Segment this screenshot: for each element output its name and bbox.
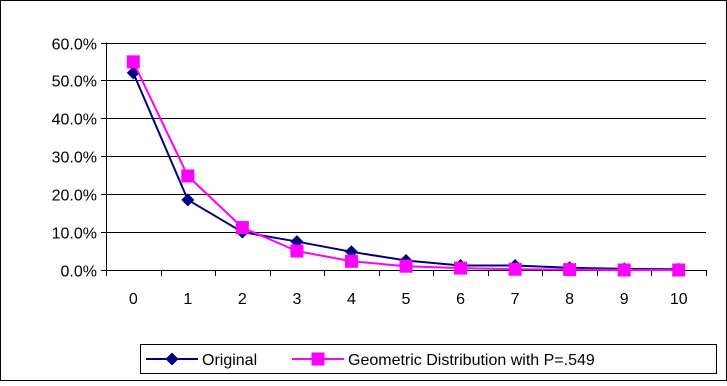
legend-marker	[311, 352, 325, 366]
x-tick-label: 4	[347, 291, 356, 308]
y-tick-label: 50.0%	[52, 74, 97, 91]
y-tick-label: 0.0%	[61, 264, 97, 281]
data-point	[181, 193, 195, 207]
data-point	[563, 263, 577, 277]
data-point	[344, 254, 358, 268]
series-layer	[126, 55, 686, 277]
data-point	[290, 244, 304, 258]
data-point	[508, 262, 522, 276]
x-tick-label: 3	[292, 291, 301, 308]
y-tick-label: 40.0%	[52, 112, 97, 129]
x-tick-label: 6	[456, 291, 465, 308]
legend: Original Geometric Distribution with P=.5…	[140, 344, 717, 374]
series-1	[126, 55, 686, 277]
x-tick-label: 2	[238, 291, 247, 308]
y-tick-label: 10.0%	[52, 226, 97, 243]
y-tick-label: 30.0%	[52, 150, 97, 167]
x-tick-label: 5	[402, 291, 411, 308]
x-tick-label: 7	[511, 291, 520, 308]
data-point	[617, 263, 631, 277]
data-point	[399, 259, 413, 273]
data-point	[235, 221, 249, 235]
y-tick-label: 20.0%	[52, 188, 97, 205]
x-tick-label: 1	[183, 291, 192, 308]
data-point	[454, 261, 468, 275]
legend-marker	[165, 352, 179, 366]
legend-label: Original	[202, 352, 257, 369]
data-point	[126, 55, 140, 69]
data-point	[181, 169, 195, 183]
y-tick-label: 60.0%	[52, 37, 97, 54]
data-point	[672, 263, 686, 277]
x-tick-label: 0	[129, 291, 138, 308]
x-tick-label: 8	[565, 291, 574, 308]
legend-box	[140, 344, 717, 374]
x-tick-label: 10	[670, 291, 688, 308]
legend-label: Geometric Distribution with P=.549	[348, 352, 595, 369]
x-tick-label: 9	[620, 291, 629, 308]
